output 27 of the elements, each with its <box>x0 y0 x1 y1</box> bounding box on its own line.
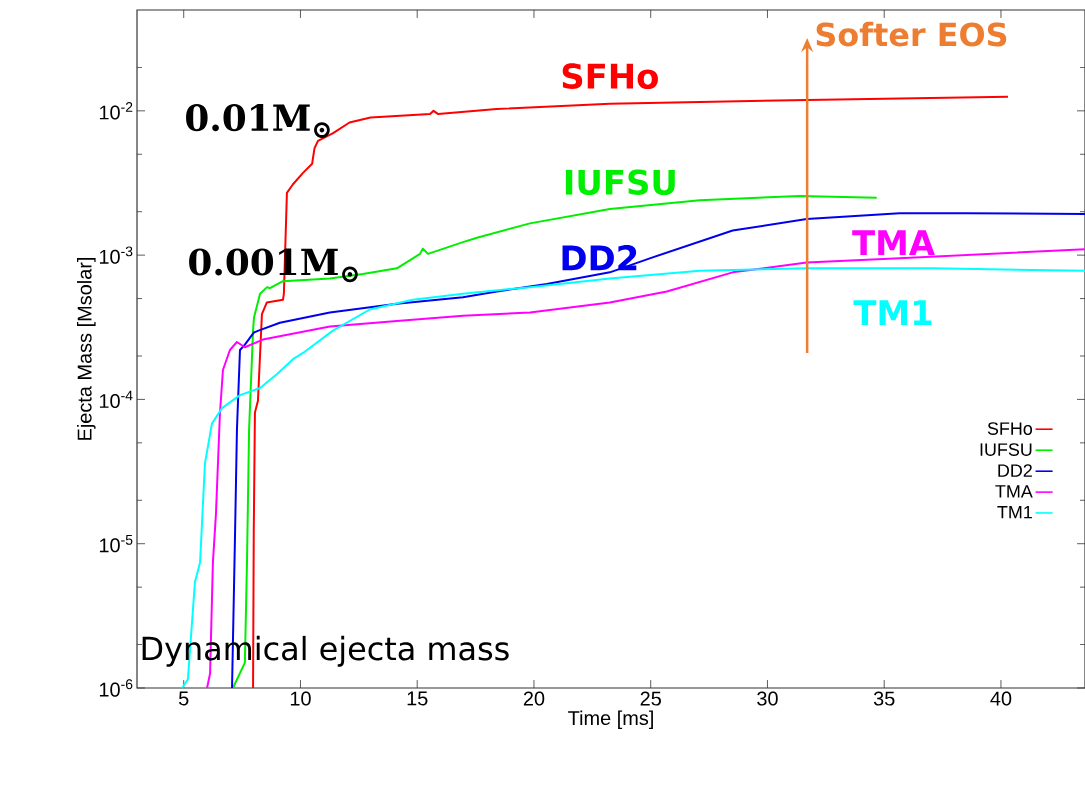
y-tick-label: 10$^{-5}$ <box>99 535 133 553</box>
x-tick-label: 10 <box>290 691 311 706</box>
legend-label: TMA <box>995 485 1033 498</box>
text: SFHo <box>562 63 658 89</box>
text: TMA <box>852 230 935 256</box>
x-tick-label: 20 <box>523 691 545 706</box>
y-tick-label: 10$^{-3}$ <box>99 246 133 264</box>
x-tick-label: 35 <box>873 691 895 706</box>
y-tick-label: 10$^{-6}$ <box>99 679 133 697</box>
legend-label: IUFSU <box>980 443 1032 456</box>
x-tick-label: 40 <box>990 691 1012 706</box>
text: TM1 <box>853 300 932 325</box>
x-tick-label: 15 <box>407 691 428 706</box>
x-tick-label: 25 <box>640 691 661 706</box>
text: DD2 <box>562 245 637 271</box>
legend-label: TM1 <box>997 506 1032 519</box>
y-tick-label: 10$^{-2}$ <box>99 102 133 120</box>
y-axis-title: Ejecta Mass [Msolar] <box>77 258 96 440</box>
y-tick-label: 10$^{-4}$ <box>99 390 133 409</box>
x-tick-label: 5 <box>178 691 189 706</box>
text: IUFSU <box>565 169 675 196</box>
x-tick-label: 30 <box>757 691 778 706</box>
annotation: 0.01M$_{⊙}$ <box>186 104 330 138</box>
annotation: Softer EOS <box>816 21 1007 47</box>
legend-label: SFHo <box>987 422 1033 435</box>
legend-label: DD2 <box>998 464 1032 477</box>
x-axis-title: Time [ms] <box>568 710 653 730</box>
